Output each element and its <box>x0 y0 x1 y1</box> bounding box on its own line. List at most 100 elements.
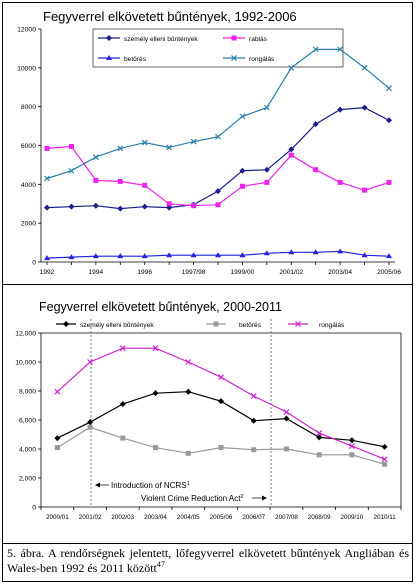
data-point <box>312 121 319 128</box>
chart-1992-2006: Fegyverrel elkövetett bűntények, 1992-20… <box>17 9 401 277</box>
data-point <box>283 446 289 452</box>
data-point <box>361 252 368 258</box>
data-point <box>152 345 159 352</box>
legend-marker <box>106 55 112 60</box>
y-tick-label: 4000 <box>21 182 36 189</box>
data-point <box>87 359 94 365</box>
y-tick-label: 8,000 <box>19 389 36 396</box>
figure-panel: Fegyverrel elkövetett bűntények, 1992-20… <box>2 2 413 582</box>
data-point <box>87 419 94 426</box>
data-point <box>141 203 148 210</box>
data-point <box>382 461 388 467</box>
x-tick-label: 2007/08 <box>275 514 298 521</box>
data-point <box>312 46 319 53</box>
data-point <box>166 144 173 151</box>
data-point <box>264 179 270 185</box>
x-tick-label: 2010/11 <box>373 514 396 521</box>
data-point <box>190 138 197 145</box>
caption-separator <box>3 543 412 544</box>
y-tick-label: 10000 <box>17 65 36 72</box>
y-tick-label: 2000 <box>21 221 36 228</box>
x-tick-label: 2002/03 <box>111 514 134 521</box>
data-point <box>381 443 388 450</box>
data-point <box>288 64 295 71</box>
data-point <box>239 183 245 189</box>
data-point <box>68 203 75 210</box>
x-tick-label: 1992 <box>40 269 55 276</box>
x-tick-label: 2006/07 <box>242 514 265 521</box>
y-tick-label: 12000 <box>17 27 36 34</box>
data-point <box>190 252 197 258</box>
y-tick-label: 2,000 <box>19 476 36 483</box>
data-point <box>153 445 159 451</box>
data-point <box>316 430 323 436</box>
y-tick-label: 6000 <box>21 143 36 150</box>
data-point <box>386 179 392 185</box>
data-point <box>54 388 61 395</box>
x-tick-label: 2000/01 <box>46 514 69 521</box>
data-point <box>68 143 74 149</box>
x-tick-label: 2001/02 <box>279 269 303 276</box>
data-point <box>68 254 75 260</box>
data-point <box>119 345 126 352</box>
data-point <box>349 452 355 458</box>
data-point <box>117 145 124 152</box>
data-point <box>386 85 392 92</box>
x-tick-label: 2005/06 <box>210 514 233 521</box>
data-point <box>44 175 50 182</box>
x-tick-label: 2003/04 <box>144 514 167 521</box>
data-point <box>152 390 159 397</box>
x-tick-label: 2003/04 <box>328 269 352 276</box>
data-point <box>288 249 295 255</box>
data-point <box>93 177 99 183</box>
x-tick-label: 2001/02 <box>79 514 102 521</box>
data-point <box>239 252 246 258</box>
y-tick-label: 0 <box>32 505 36 512</box>
data-point <box>44 204 50 211</box>
data-point <box>316 434 323 441</box>
legend-label: személy elleni bűntények <box>124 36 198 43</box>
data-point <box>337 179 343 185</box>
data-point <box>141 139 148 146</box>
data-point <box>44 255 50 261</box>
legend-marker <box>295 321 301 327</box>
x-tick-label: 1997/98 <box>182 269 206 276</box>
y-tick-label: 0 <box>32 260 36 267</box>
data-point <box>386 253 392 259</box>
data-point <box>313 167 319 173</box>
data-point <box>185 450 191 456</box>
caption-footnote: 47 <box>156 560 165 569</box>
data-point <box>239 167 246 174</box>
data-point <box>348 443 355 450</box>
legend-marker <box>106 35 112 41</box>
data-point <box>44 145 50 151</box>
chart-legend: személy elleni bűntények rablás betörés … <box>92 28 344 68</box>
data-point <box>250 393 257 399</box>
axes: 0 2000 4000 6000 8000 10000 12000 1992 1994 1996 1… <box>17 27 401 277</box>
legend-marker <box>231 35 237 41</box>
figure-caption: 5. ábra. A rendőrségnek jelentett, lőfeg… <box>7 546 409 576</box>
data-point <box>218 374 224 381</box>
data-point <box>117 178 123 184</box>
data-point <box>185 388 192 395</box>
data-point <box>218 445 224 451</box>
data-point <box>381 456 388 463</box>
ncrs-annotation: Introduction of NCRS1 <box>111 481 190 490</box>
data-point <box>215 188 221 195</box>
axes: 0 2,000 4,000 6,000 8,000 10,000 12,000 2000/01… <box>15 331 402 521</box>
data-point <box>166 252 173 258</box>
data-point <box>337 106 344 113</box>
data-point <box>166 201 172 207</box>
x-tick-label: 2005/06 <box>377 269 401 276</box>
data-point <box>87 424 93 430</box>
legend-label: betörés <box>239 322 262 329</box>
x-tick-label: 1999/00 <box>231 269 255 276</box>
data-point <box>386 117 392 124</box>
vcra-annotation: Violent Crime Reduction Act2 <box>141 494 244 503</box>
data-point <box>361 64 368 71</box>
y-tick-label: 8000 <box>21 104 36 111</box>
data-point <box>362 187 368 193</box>
legend-marker <box>231 55 237 61</box>
y-tick-label: 10,000 <box>15 360 36 367</box>
data-point <box>348 437 355 444</box>
